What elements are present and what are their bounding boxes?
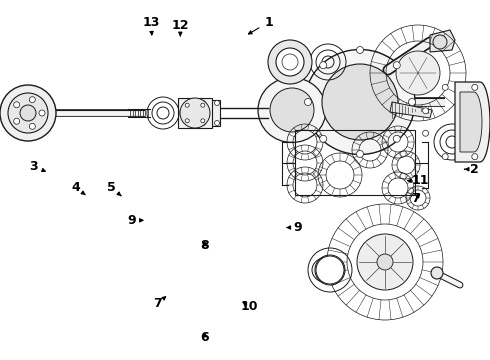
Circle shape bbox=[14, 118, 20, 124]
Text: 9: 9 bbox=[127, 214, 143, 227]
Circle shape bbox=[442, 154, 448, 159]
Polygon shape bbox=[390, 102, 432, 118]
Circle shape bbox=[29, 123, 35, 129]
Circle shape bbox=[185, 103, 189, 107]
Bar bbox=[295, 130, 415, 195]
Circle shape bbox=[322, 64, 398, 140]
Circle shape bbox=[320, 135, 327, 142]
Circle shape bbox=[357, 234, 413, 290]
Circle shape bbox=[14, 102, 20, 108]
Ellipse shape bbox=[258, 77, 326, 143]
Text: 6: 6 bbox=[200, 331, 209, 344]
Circle shape bbox=[472, 84, 478, 90]
Circle shape bbox=[422, 108, 429, 114]
Polygon shape bbox=[178, 98, 212, 128]
Text: 10: 10 bbox=[240, 300, 258, 313]
Circle shape bbox=[215, 121, 220, 126]
Circle shape bbox=[409, 99, 416, 105]
Text: 8: 8 bbox=[200, 239, 209, 252]
Circle shape bbox=[180, 98, 210, 128]
Polygon shape bbox=[455, 82, 490, 162]
Ellipse shape bbox=[305, 49, 415, 154]
Circle shape bbox=[276, 48, 304, 76]
Circle shape bbox=[29, 97, 35, 103]
Polygon shape bbox=[200, 100, 220, 126]
Circle shape bbox=[316, 256, 344, 284]
Ellipse shape bbox=[312, 257, 344, 283]
Circle shape bbox=[268, 40, 312, 84]
Text: 11: 11 bbox=[408, 174, 429, 187]
Circle shape bbox=[422, 130, 429, 136]
Circle shape bbox=[377, 254, 393, 270]
Circle shape bbox=[185, 119, 189, 123]
Text: 7: 7 bbox=[411, 192, 420, 205]
Polygon shape bbox=[460, 92, 482, 152]
Circle shape bbox=[201, 103, 205, 107]
Circle shape bbox=[393, 135, 400, 142]
Circle shape bbox=[472, 154, 478, 159]
Text: 5: 5 bbox=[107, 181, 121, 196]
Circle shape bbox=[304, 99, 312, 105]
Circle shape bbox=[433, 35, 447, 49]
Circle shape bbox=[393, 62, 400, 69]
Circle shape bbox=[396, 51, 440, 95]
Circle shape bbox=[431, 267, 443, 279]
Circle shape bbox=[357, 150, 364, 158]
Text: 12: 12 bbox=[172, 19, 189, 36]
Polygon shape bbox=[430, 30, 455, 52]
Circle shape bbox=[8, 93, 48, 133]
Circle shape bbox=[215, 100, 220, 105]
Circle shape bbox=[320, 62, 327, 69]
Circle shape bbox=[0, 85, 56, 141]
Text: 2: 2 bbox=[465, 163, 479, 176]
Circle shape bbox=[39, 110, 45, 116]
Circle shape bbox=[357, 46, 364, 54]
Text: 13: 13 bbox=[142, 16, 160, 35]
Text: 3: 3 bbox=[29, 160, 45, 173]
Circle shape bbox=[270, 88, 314, 132]
Circle shape bbox=[20, 105, 36, 121]
Text: 9: 9 bbox=[287, 221, 302, 234]
Circle shape bbox=[200, 100, 205, 105]
Circle shape bbox=[201, 119, 205, 123]
Circle shape bbox=[200, 121, 205, 126]
Text: 4: 4 bbox=[72, 181, 85, 195]
Text: 7: 7 bbox=[153, 297, 166, 310]
Text: 1: 1 bbox=[248, 16, 273, 34]
Circle shape bbox=[442, 84, 448, 90]
